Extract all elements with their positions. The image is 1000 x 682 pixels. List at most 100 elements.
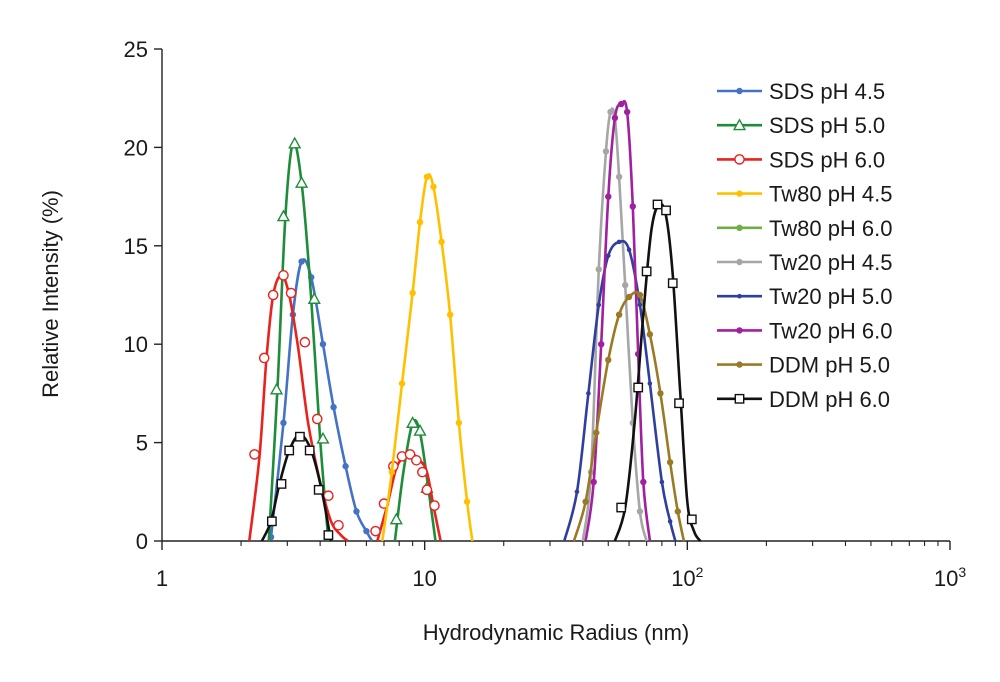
x-tick-label: 1 [156,566,168,591]
data-point [438,238,445,246]
x-axis-title: Hydrodynamic Radius (nm) [423,620,690,645]
data-point [267,289,279,301]
data-point [258,352,270,364]
data-point [605,193,612,200]
data-point [652,199,663,210]
data-point [674,398,684,409]
data-point [269,382,284,395]
data-point [736,224,743,231]
data-point [389,512,403,525]
legend-item: Tw20 pH 5.0 [717,284,893,309]
legend-label: SDS pH 6.0 [769,147,885,172]
data-point [330,403,337,411]
data-point [736,258,743,266]
data-point [633,382,644,393]
data-point [586,391,591,396]
legend: SDS pH 4.5 SDS pH 5.0 SDS pH 6.0 Tw80 pH 4.… [717,79,893,412]
data-point [307,292,321,304]
series-sds-ph-5-0 [267,136,437,542]
data-point [423,173,431,181]
data-point [388,468,396,476]
data-point [421,484,433,496]
data-point [313,484,324,495]
data-point [398,380,406,387]
x-tick-label-exponent: 2 [696,564,704,580]
data-point [280,419,287,427]
data-point [416,218,424,226]
legend-label: Tw20 pH 5.0 [769,284,893,309]
data-point [284,445,295,456]
data-point [582,498,589,505]
legend-label: Tw20 pH 4.5 [769,250,893,275]
legend-label: Tw80 pH 6.0 [769,216,893,241]
data-point [605,356,612,364]
series-ddm-ph-6-0 [260,199,702,542]
y-axis-title: Relative Intensity (%) [38,190,63,398]
x-tick-label: 10 [412,566,436,591]
data-point [732,118,747,131]
x-tick-label: 102 [671,564,703,591]
data-point [595,266,602,273]
data-point [736,190,743,197]
data-point [661,205,671,216]
data-point [647,381,653,386]
data-point [736,361,743,368]
legend-item: Tw20 pH 4.5 [717,250,893,275]
series-sds-ph-6-0 [248,270,442,543]
data-point [417,466,428,478]
data-point [736,327,743,334]
data-point [249,449,260,460]
y-tick-label: 10 [124,332,148,357]
y-tick-label: 5 [136,431,148,456]
data-point [657,390,664,397]
data-point [593,429,600,436]
data-point [411,455,422,466]
data-point [596,302,602,308]
data-point [736,87,743,95]
data-point [616,239,622,245]
data-point [625,293,633,301]
data-point [370,525,381,537]
data-point [446,311,454,318]
legend-label: DDM pH 6.0 [769,387,890,412]
legend-item: DDM pH 6.0 [717,387,890,412]
x-tick-label-exponent: 3 [958,564,966,580]
data-point [623,108,631,116]
data-point [342,463,349,470]
data-point [295,175,309,188]
legend-label: Tw80 pH 4.5 [769,182,893,207]
legend-item: SDS pH 4.5 [717,79,885,104]
data-point [598,341,605,348]
data-point [311,413,323,425]
legend-label: DDM pH 5.0 [769,353,890,378]
data-point [737,293,742,299]
data-point [333,519,344,531]
data-point [285,287,297,299]
x-tick-label-base: 10 [412,566,436,591]
data-point [674,508,682,515]
series-line [376,452,442,542]
data-point [667,519,673,524]
y-tick-label: 0 [136,529,148,554]
data-point [455,419,463,427]
legend-item: SDS pH 6.0 [717,147,885,172]
series-line [269,258,374,542]
data-point [266,516,277,527]
data-point [304,445,315,456]
series-sds-ph-4-5 [267,258,374,542]
data-point [430,183,437,190]
data-point [413,423,427,436]
legend-item: SDS pH 5.0 [717,113,885,138]
data-point [626,247,632,253]
series-tw20-ph-5-0 [563,239,677,542]
y-tick-label: 15 [124,234,148,259]
data-point [686,514,697,525]
data-point [323,530,334,540]
y-tick-label: 25 [124,37,148,62]
data-point [316,431,330,444]
x-tick-label-base: 1 [156,566,168,591]
data-point [637,302,643,308]
data-point [299,336,311,348]
data-point [734,154,745,165]
